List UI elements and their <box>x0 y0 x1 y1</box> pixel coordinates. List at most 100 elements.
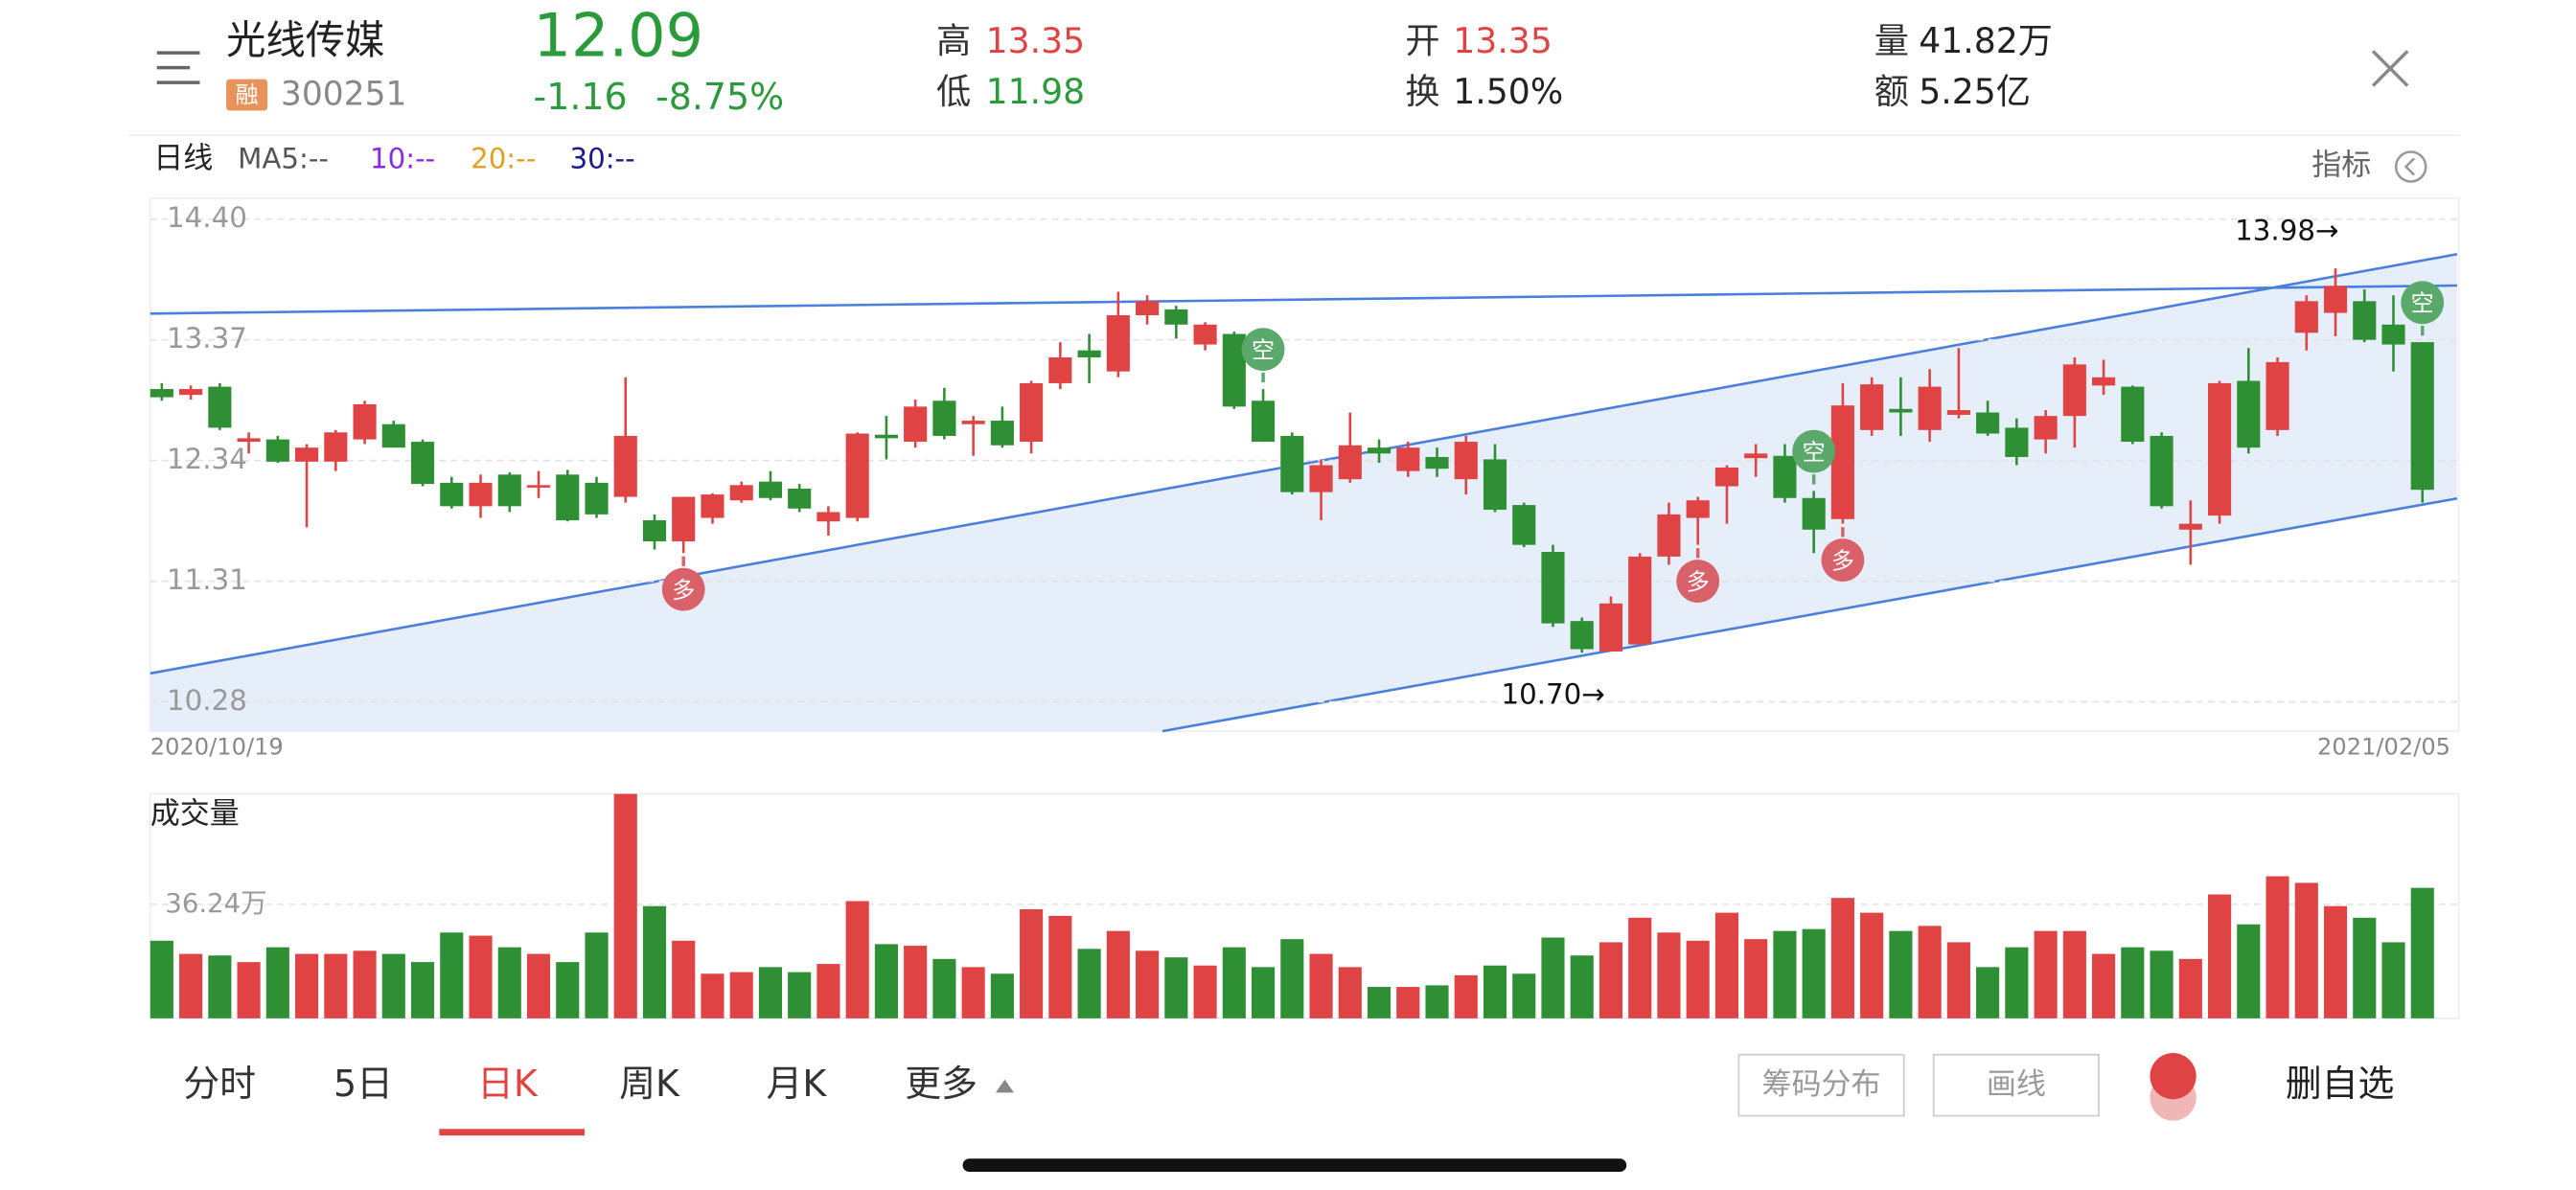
candle-body <box>353 403 377 440</box>
record-icon[interactable] <box>2150 1053 2196 1100</box>
candle-body <box>1802 497 1826 530</box>
volume-bar <box>1802 928 1826 1018</box>
volume-bar <box>1338 967 1362 1018</box>
volume-bar <box>990 973 1014 1018</box>
more-arrow <box>996 1079 1014 1093</box>
change: -1.16 <box>534 76 628 118</box>
indicator-icon[interactable] <box>2394 150 2427 183</box>
tool-button[interactable] <box>1737 1053 1905 1117</box>
kline-frame <box>149 196 2460 732</box>
candle-body <box>642 519 667 542</box>
watchlist-button[interactable]: 删自选 <box>2286 1063 2395 1105</box>
indicator-icon <box>2404 157 2416 176</box>
candle-body <box>2121 386 2145 443</box>
candle-body <box>2062 364 2086 417</box>
candle-body <box>874 434 898 439</box>
tab[interactable]: 5日 <box>334 1063 393 1105</box>
volume-bar <box>2178 958 2202 1018</box>
tab[interactable]: 分时 <box>183 1063 256 1105</box>
volume-bar <box>1136 950 1160 1018</box>
volume-bar <box>1106 930 1130 1018</box>
candle-body <box>2005 427 2029 457</box>
volume-bar <box>1309 953 1333 1018</box>
menu-icon[interactable] <box>156 51 200 84</box>
candle-body <box>381 423 405 448</box>
candle-body <box>2092 377 2116 386</box>
candle-body <box>613 435 637 497</box>
y-tick-label: 12.34 <box>167 443 247 475</box>
candle-body <box>2410 342 2434 491</box>
tool-label[interactable]: 筹码分布 <box>1762 1067 1881 1102</box>
candle-body <box>1976 412 2000 434</box>
volume-bar <box>2294 882 2318 1018</box>
candle-body <box>1744 453 1768 459</box>
volume-bar <box>440 932 464 1018</box>
candle-body <box>1773 455 1797 498</box>
tab[interactable]: 更多 <box>905 1063 978 1105</box>
volume-bar <box>526 953 551 1018</box>
candle-body <box>1714 467 1739 487</box>
home-indicator <box>962 1158 1627 1173</box>
volume-bar <box>2237 924 2261 1018</box>
candle-body <box>1483 459 1507 510</box>
volume-bar <box>1541 937 1565 1018</box>
candle-body <box>1946 410 1970 415</box>
badge: 融 <box>236 81 259 108</box>
max-annotation: 13.98→ <box>2235 215 2338 247</box>
tool-button[interactable] <box>1932 1053 2100 1117</box>
signal-marker <box>661 567 705 611</box>
stat-label: 高 <box>936 20 971 61</box>
volume-bar <box>410 962 435 1018</box>
volume-bar <box>2381 942 2405 1018</box>
candle-body <box>1686 500 1710 518</box>
candle-body <box>1136 301 1160 315</box>
candle-body <box>324 432 348 462</box>
candle-body <box>1222 333 1246 407</box>
candle-body <box>816 512 840 522</box>
ma-label: 30:-- <box>569 143 634 175</box>
volume-bar <box>324 953 348 1018</box>
volume-bar <box>2092 953 2116 1018</box>
signal-label: 空 <box>1252 336 1275 363</box>
candle-body <box>1598 603 1623 652</box>
volume-bar <box>1946 942 1970 1018</box>
candle-body <box>1077 350 1101 358</box>
volume-bar <box>265 947 289 1018</box>
candle-body <box>1541 552 1565 624</box>
volume-bar <box>701 973 724 1018</box>
volume-bar <box>1280 939 1304 1018</box>
signal-label: 多 <box>672 577 695 604</box>
volume-bar <box>2266 876 2289 1018</box>
candle-body <box>2266 361 2289 430</box>
candle-body <box>1918 386 1942 430</box>
volume-bar <box>237 962 261 1018</box>
candle-body <box>932 400 956 436</box>
stat-value: 11.98 <box>986 71 1086 112</box>
indicator-button[interactable]: 指标 <box>2312 148 2371 182</box>
candle-body <box>758 481 783 498</box>
close-button[interactable] <box>2371 50 2409 87</box>
volume-bar <box>1686 940 1710 1018</box>
tab[interactable]: 周K <box>619 1063 680 1105</box>
volume-bar <box>816 964 840 1018</box>
candle-body <box>1628 556 1652 645</box>
candle-body <box>904 406 928 443</box>
tab[interactable]: 月K <box>767 1063 828 1105</box>
x-tick-label: 2020/10/19 <box>150 733 284 760</box>
volume-bar <box>1598 942 1623 1018</box>
candle-body <box>295 447 319 462</box>
candle-body <box>1454 442 1478 480</box>
volume-bar <box>1976 967 2000 1018</box>
candle-body <box>526 485 551 488</box>
tool-label[interactable]: 画线 <box>1987 1067 2046 1102</box>
ma-label: MA5:-- <box>238 143 329 175</box>
stat-label: 低 <box>936 71 971 112</box>
volume-bar <box>729 972 753 1018</box>
volume-bar <box>672 940 696 1018</box>
tab-active[interactable]: 日K <box>477 1063 539 1105</box>
volume-bar <box>179 953 203 1018</box>
volume-bar <box>874 944 898 1018</box>
y-tick-label: 11.31 <box>167 563 247 596</box>
price: 12.09 <box>534 0 704 70</box>
y-tick-label: 13.37 <box>167 322 247 355</box>
